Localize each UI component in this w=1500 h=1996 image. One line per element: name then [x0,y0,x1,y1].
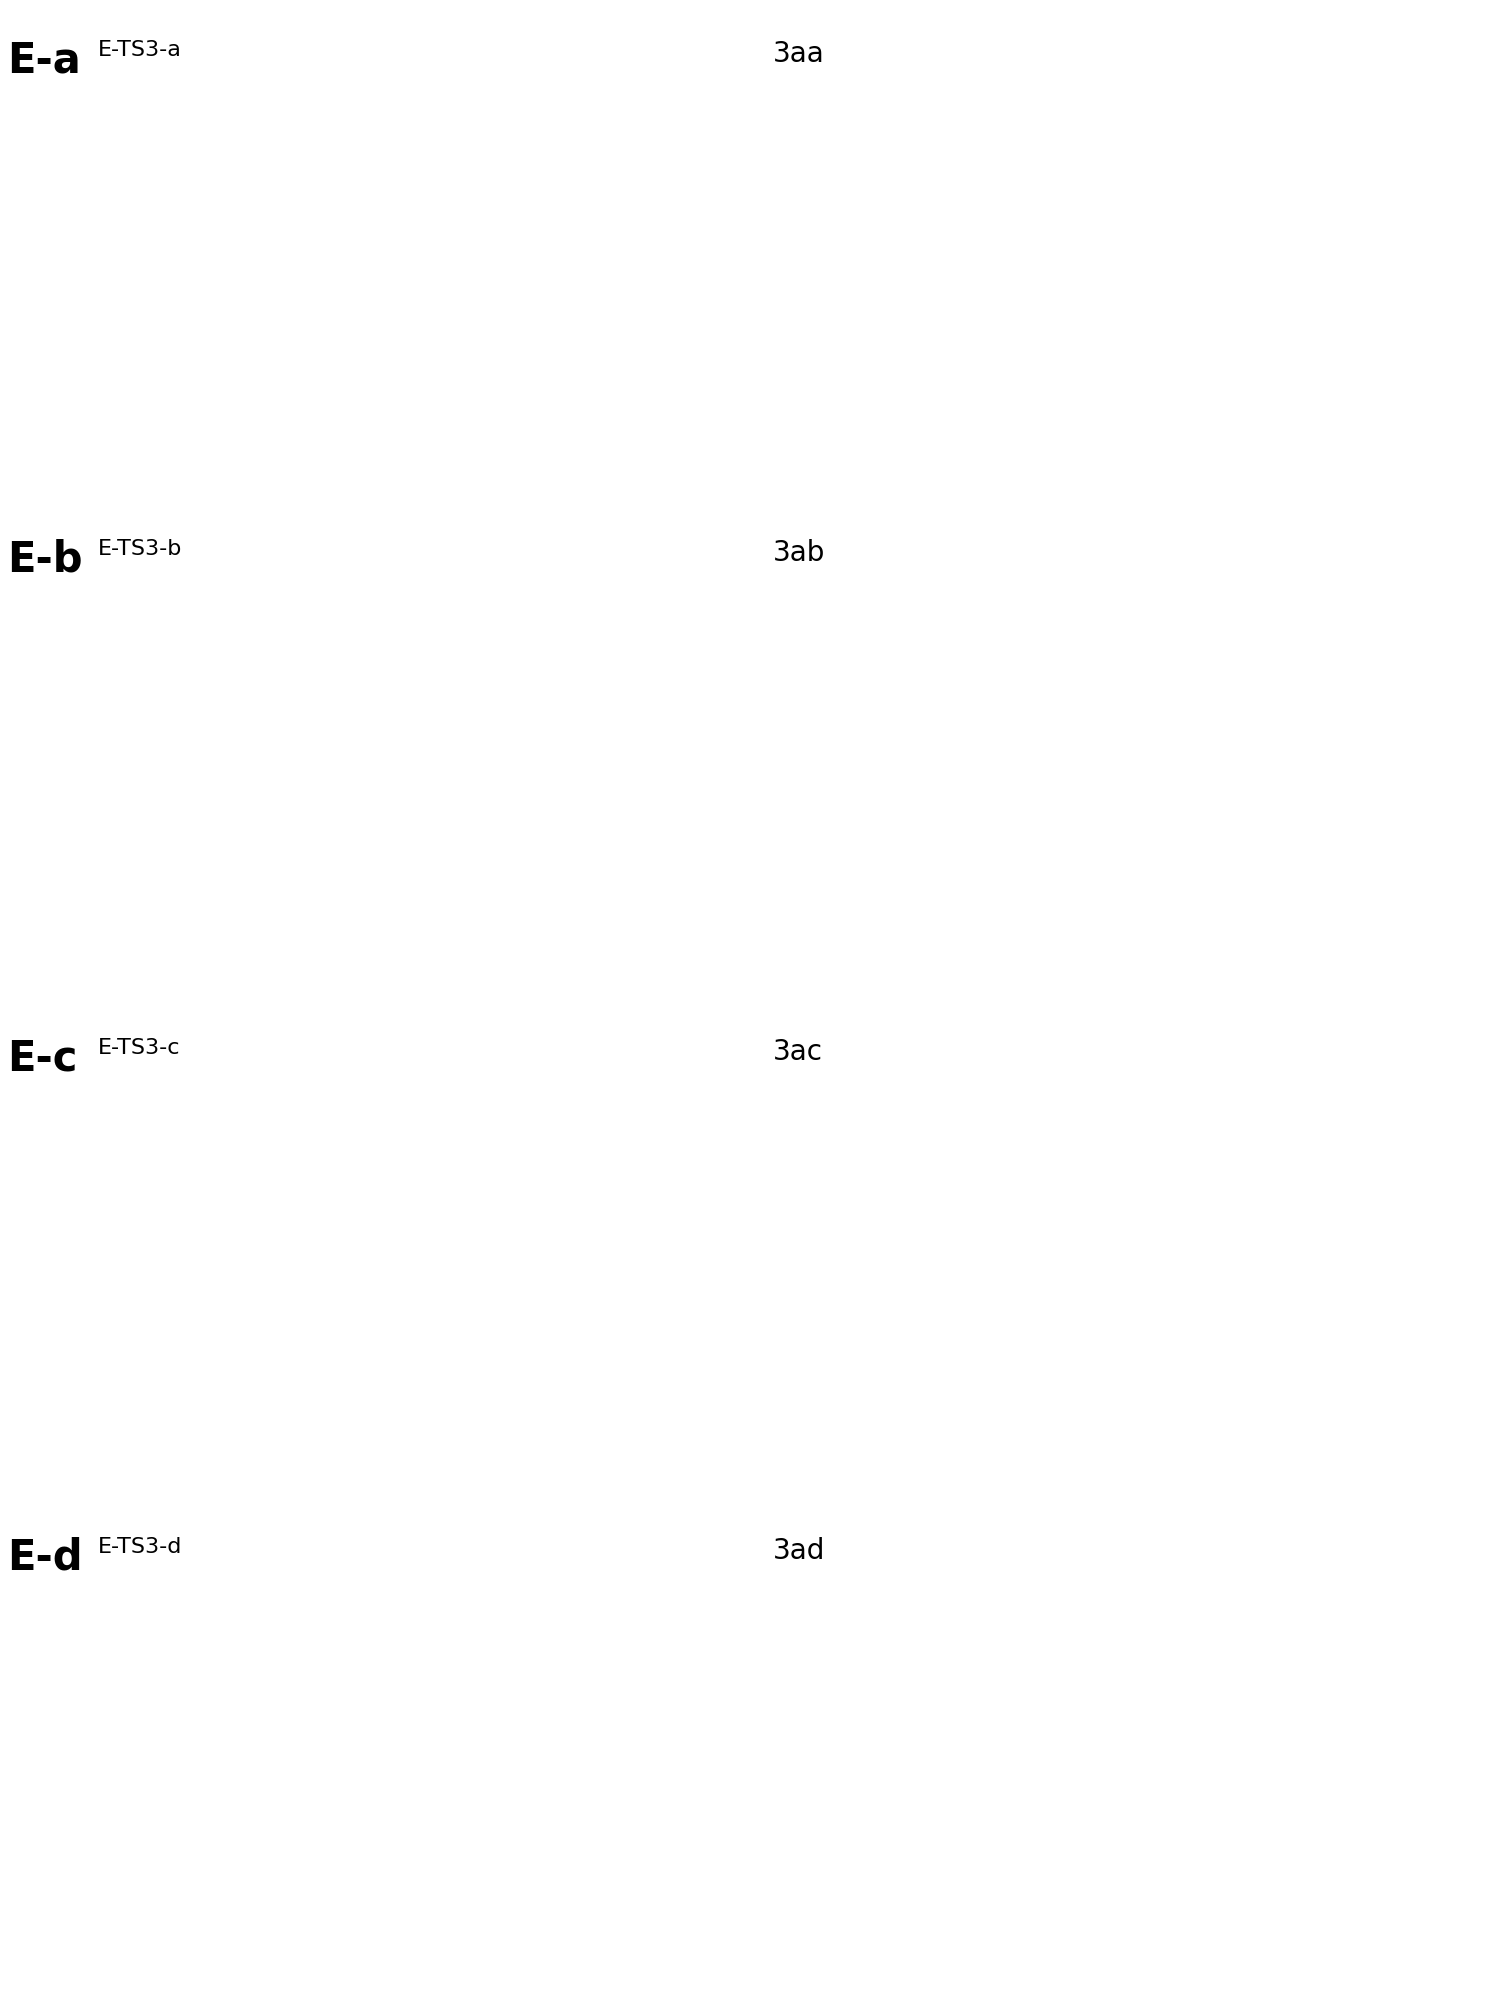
Text: E-TS3-d: E-TS3-d [98,1537,182,1557]
Text: E-d: E-d [8,1537,82,1579]
Text: 3ab: 3ab [772,539,825,567]
Text: E-TS3-c: E-TS3-c [98,1038,180,1058]
Text: E-TS3-b: E-TS3-b [98,539,182,559]
Text: E-a: E-a [8,40,81,82]
Text: E-b: E-b [8,539,82,581]
Text: E-c: E-c [8,1038,78,1080]
Text: 3ad: 3ad [772,1537,825,1565]
Text: 3aa: 3aa [772,40,825,68]
Text: E-TS3-a: E-TS3-a [98,40,182,60]
Text: 3ac: 3ac [772,1038,822,1066]
